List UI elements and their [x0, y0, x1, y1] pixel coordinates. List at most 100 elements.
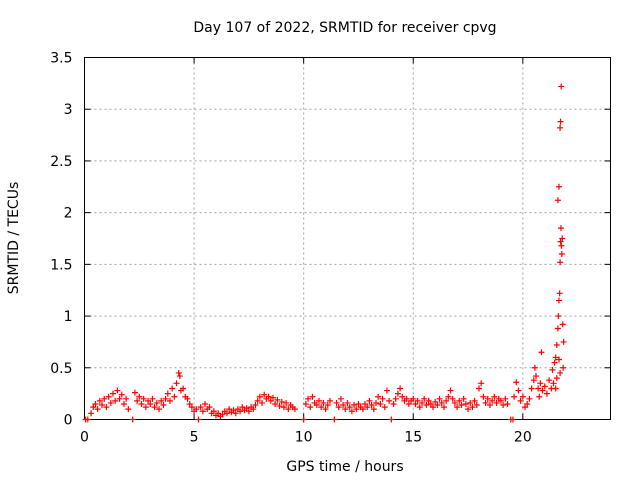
- data-point: [237, 408, 244, 415]
- data-point: [502, 395, 509, 402]
- data-points: [82, 83, 567, 423]
- data-point: [359, 406, 366, 413]
- y-tick-label: 0: [64, 413, 73, 429]
- data-point: [555, 183, 562, 190]
- data-point: [291, 406, 298, 413]
- data-point: [88, 410, 95, 417]
- data-point: [109, 390, 116, 397]
- data-point: [353, 406, 360, 413]
- data-point: [553, 375, 560, 382]
- data-point: [511, 393, 518, 400]
- data-point: [280, 404, 287, 411]
- data-point: [555, 297, 562, 304]
- data-point: [318, 404, 325, 411]
- data-point: [269, 394, 276, 401]
- data-point: [129, 416, 136, 423]
- data-point: [436, 395, 443, 402]
- data-point: [180, 385, 187, 392]
- data-point: [160, 402, 167, 409]
- axis-ticks: 0 0.5 1 1.5 2 2.5 3 3.5 0 5 10 15 20: [50, 51, 611, 446]
- data-point: [489, 397, 496, 404]
- data-point: [105, 393, 112, 400]
- data-point: [265, 393, 272, 400]
- data-point: [482, 399, 489, 406]
- data-point: [372, 399, 379, 406]
- data-point: [390, 400, 397, 407]
- data-point: [519, 393, 526, 400]
- data-point: [232, 410, 239, 417]
- data-point: [478, 380, 485, 387]
- data-point: [184, 395, 191, 402]
- data-point: [491, 393, 498, 400]
- data-point: [513, 379, 520, 386]
- grid: [84, 57, 611, 420]
- data-point: [555, 313, 562, 320]
- data-point: [549, 366, 556, 373]
- data-point: [434, 402, 441, 409]
- data-point: [245, 408, 252, 415]
- data-point: [324, 402, 331, 409]
- data-point: [381, 404, 388, 411]
- data-point: [272, 400, 279, 407]
- data-point: [162, 395, 169, 402]
- data-point: [335, 404, 342, 411]
- data-point: [166, 397, 173, 404]
- data-point: [138, 400, 145, 407]
- data-point: [504, 400, 511, 407]
- data-point: [399, 393, 406, 400]
- data-point: [440, 404, 447, 411]
- data-point: [140, 395, 147, 402]
- data-point: [131, 389, 138, 396]
- data-point: [546, 377, 553, 384]
- data-point: [316, 397, 323, 404]
- data-point: [340, 402, 347, 409]
- data-point: [473, 402, 480, 409]
- data-point: [99, 402, 106, 409]
- data-point: [386, 397, 393, 404]
- data-point: [112, 397, 119, 404]
- data-point: [346, 404, 353, 411]
- data-point: [522, 404, 529, 411]
- data-point: [456, 397, 463, 404]
- y-tick-label: 2.5: [50, 154, 72, 170]
- y-tick-label: 0.5: [50, 361, 72, 377]
- data-point: [197, 404, 204, 411]
- data-point: [535, 385, 542, 392]
- data-point: [388, 416, 395, 423]
- x-axis-label: GPS time / hours: [286, 459, 403, 475]
- data-point: [557, 259, 564, 266]
- data-point: [454, 404, 461, 411]
- data-point: [147, 400, 154, 407]
- data-point: [364, 404, 371, 411]
- data-point: [195, 416, 202, 423]
- y-tick-label: 3.5: [50, 51, 72, 67]
- data-point: [465, 406, 472, 413]
- data-point: [392, 395, 399, 402]
- data-point: [447, 387, 454, 394]
- data-point: [276, 403, 283, 410]
- data-point: [556, 290, 563, 297]
- data-point: [351, 402, 358, 409]
- data-point: [558, 251, 565, 258]
- data-point: [554, 197, 561, 204]
- data-point: [239, 404, 246, 411]
- data-point: [223, 410, 230, 417]
- data-point: [375, 393, 382, 400]
- data-point: [305, 395, 312, 402]
- data-point: [526, 395, 533, 402]
- data-point: [497, 397, 504, 404]
- data-point: [480, 393, 487, 400]
- data-point: [274, 396, 281, 403]
- data-point: [553, 342, 560, 349]
- data-point: [125, 406, 132, 413]
- data-point: [188, 404, 195, 411]
- data-point: [397, 385, 404, 392]
- data-point: [462, 400, 469, 407]
- data-point: [416, 404, 423, 411]
- data-point: [84, 416, 91, 423]
- data-point: [443, 397, 450, 404]
- data-point: [421, 395, 428, 402]
- data-point: [486, 402, 493, 409]
- data-point: [524, 400, 531, 407]
